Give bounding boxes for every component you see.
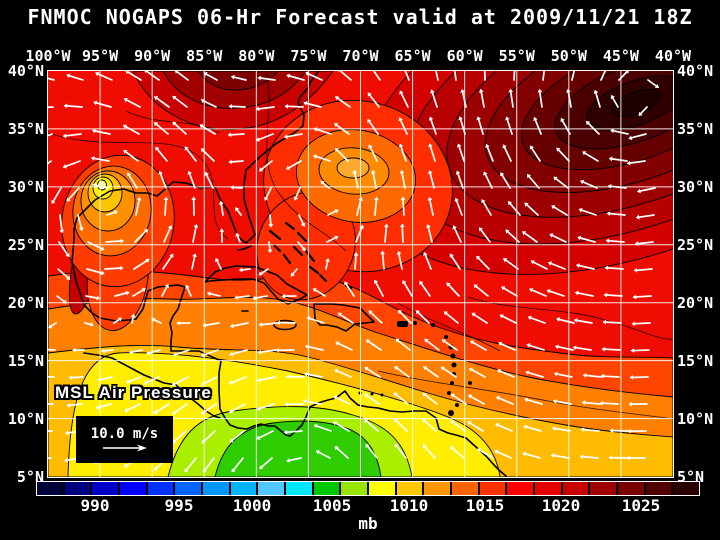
colorbar-tick-label: 1010	[389, 496, 429, 515]
lat-tick-label: 40°N	[7, 62, 44, 80]
lat-tick-label: 15°N	[7, 351, 44, 370]
lon-tick-label: 75°W	[290, 47, 327, 65]
wind-scale-value: 10.0 m/s	[90, 425, 159, 442]
wind-vector-layer	[48, 71, 660, 473]
lon-tick-label: 70°W	[342, 47, 379, 65]
lat-tick-label: 30°N	[677, 177, 714, 196]
lon-tick-label: 55°W	[498, 47, 535, 65]
lon-tick-label: 90°W	[134, 47, 171, 65]
colorbar-cell	[618, 482, 644, 495]
lon-tick-label: 50°W	[550, 47, 587, 65]
wind-scale-arrow-icon	[102, 444, 147, 451]
colorbar-tick-label: 1025	[621, 496, 661, 515]
colorbar-cell	[64, 482, 91, 495]
colorbar-cell	[120, 482, 146, 495]
field-label: MSL Air Pressure	[55, 383, 212, 402]
lon-tick-label: 40°W	[654, 47, 692, 65]
colorbar-cell	[313, 482, 340, 495]
colorbar-cell	[286, 482, 312, 495]
lat-tick-label: 35°N	[7, 119, 44, 138]
lat-tick-label: 10°N	[7, 409, 44, 428]
colorbar-cell	[230, 482, 257, 495]
lat-tick-label: 20°N	[677, 293, 714, 312]
lon-tick-label: 100°W	[25, 47, 71, 65]
colorbar-tick-label: 1005	[312, 496, 352, 515]
colorbar-cell	[562, 482, 589, 495]
colorbar-cell	[341, 482, 368, 495]
colorbar-tick-label: 1020	[541, 496, 581, 515]
colorbar-tick-label: 1015	[465, 496, 505, 515]
pressure-map	[47, 70, 674, 478]
colorbar-tick-label: 995	[164, 496, 194, 515]
colorbar-cell	[645, 482, 672, 495]
colorbar-cell	[673, 482, 700, 495]
lon-tick-label: 85°W	[186, 47, 223, 65]
colorbar-cell	[369, 482, 395, 495]
colorbar-cell	[535, 482, 561, 495]
lon-tick-label: 65°W	[394, 47, 431, 65]
lat-tick-label: 10°N	[677, 409, 714, 428]
colorbar-cell	[203, 482, 229, 495]
map-canvas	[48, 71, 673, 477]
colorbar-cell	[258, 482, 285, 495]
colorbar-cell	[590, 482, 617, 495]
lon-tick-label: 60°W	[446, 47, 483, 65]
colorbar-unit-label: mb	[358, 514, 378, 533]
colorbar-cell	[175, 482, 202, 495]
colorbar-cell	[37, 482, 63, 495]
colorbar-cell	[479, 482, 506, 495]
colorbar-cell	[147, 482, 174, 495]
lat-tick-label: 20°N	[7, 293, 44, 312]
page-title: FNMOC NOGAPS 06-Hr Forecast valid at 200…	[27, 5, 693, 29]
lat-tick-label: 40°N	[677, 62, 714, 80]
lat-tick-label: 35°N	[677, 119, 714, 138]
colorbar-cell	[92, 482, 119, 495]
colorbar-cell	[507, 482, 534, 495]
lon-tick-label: 45°W	[602, 47, 639, 65]
colorbar-cell	[424, 482, 451, 495]
colorbar-cell	[396, 482, 423, 495]
pressure-colorbar	[36, 481, 700, 496]
lat-tick-label: 30°N	[7, 177, 44, 196]
lat-tick-label: 15°N	[677, 351, 714, 370]
wind-scale-legend: 10.0 m/s	[76, 416, 173, 463]
lat-tick-label: 25°N	[7, 235, 44, 254]
colorbar-cell	[452, 482, 478, 495]
lat-tick-label: 25°N	[677, 235, 714, 254]
lon-tick-label: 95°W	[82, 47, 119, 65]
lon-tick-label: 80°W	[238, 47, 275, 65]
colorbar-tick-label: 990	[80, 496, 110, 515]
colorbar-tick-label: 1000	[232, 496, 272, 515]
